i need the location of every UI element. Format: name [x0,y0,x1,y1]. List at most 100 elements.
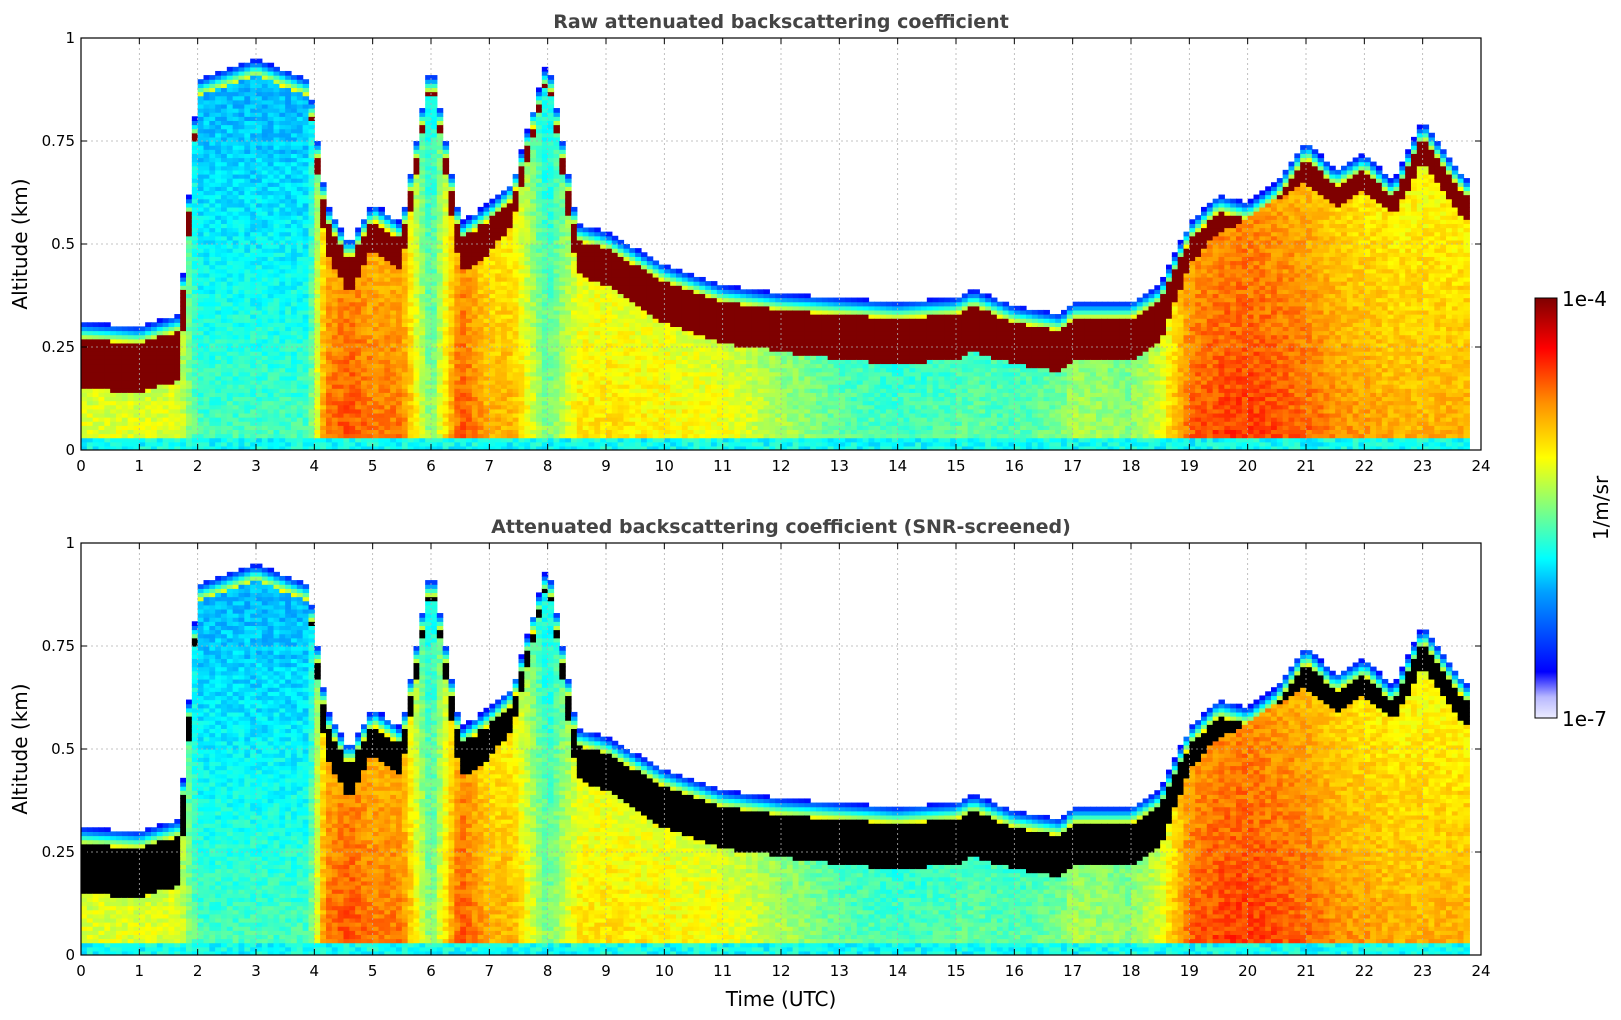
heatmap-cell [250,433,257,439]
heatmap-cell [203,437,210,443]
heatmap-cell [273,235,280,241]
heatmap-cell [442,157,450,163]
heatmap-cell [267,157,275,163]
heatmap-cell [431,322,438,327]
heatmap-cell [191,173,199,179]
heatmap-cell [524,330,531,336]
heatmap-cell [355,289,362,295]
heatmap-cell [186,441,193,447]
heatmap-cell [372,384,380,389]
heatmap-cell [442,326,450,332]
heatmap-cell [291,359,298,365]
heatmap-cell [250,190,257,196]
heatmap-cell [477,375,485,381]
heatmap-cell [512,384,520,389]
heatmap-cell [209,367,216,373]
heatmap-cell [256,445,263,450]
heatmap-area [81,58,1470,450]
heatmap-cell [355,281,362,286]
heatmap-cell [506,396,514,402]
heatmap-cell [121,421,129,426]
heatmap-cell [86,441,94,447]
heatmap-cell [524,445,531,450]
heatmap-cell [267,375,275,381]
heatmap-cell [425,289,432,295]
heatmap-cell [226,169,234,175]
heatmap-cell [483,244,490,249]
heatmap-cell [256,223,263,229]
heatmap-cell [191,223,199,229]
heatmap-cell [361,437,368,443]
heatmap-cell [384,252,391,257]
heatmap-cell [256,379,263,385]
heatmap-cell [518,260,525,266]
heatmap-cell [326,384,333,389]
heatmap-cell [378,223,385,229]
heatmap-cell [238,202,245,208]
heatmap-cell [226,239,234,245]
heatmap-cell [250,351,257,356]
heatmap-cell [343,375,350,381]
heatmap-cell [279,182,286,187]
heatmap-cell [197,297,205,303]
heatmap-cell [145,404,152,410]
heatmap-cell [326,412,333,418]
heatmap-cell [197,408,205,414]
heatmap-cell [361,314,368,319]
heatmap-cell [477,338,485,344]
heatmap-cell [466,417,473,422]
heatmap-cell [267,309,275,315]
heatmap-cell [483,248,490,253]
heatmap-cell [331,421,339,426]
heatmap-cell [384,239,391,245]
heatmap-cell [291,363,298,369]
heatmap-cell [501,297,508,303]
heatmap-cell [524,305,531,311]
heatmap-cell [232,421,240,426]
heatmap-cell [460,260,467,266]
heatmap-cell [285,412,292,418]
heatmap-cell [296,359,304,365]
heatmap-cell [495,441,502,447]
heatmap-cell [372,309,380,315]
heatmap-cell [337,256,345,262]
heatmap-cell [302,248,310,253]
heatmap-cell [174,417,181,422]
heatmap-cell [244,157,251,163]
heatmap-cell [180,392,187,398]
heatmap-cell [81,334,88,340]
heatmap-cell [244,149,251,154]
heatmap-cell [524,235,531,241]
heatmap-cell [349,276,356,282]
heatmap-cell [390,404,397,410]
heatmap-cell [413,256,420,262]
heatmap-cell [431,318,438,323]
heatmap-cell [221,285,228,290]
heatmap-cell [250,124,257,130]
heatmap-cell [489,211,496,216]
heatmap-cell [81,338,88,344]
heatmap-cell [261,239,269,245]
heatmap-cell [501,384,508,389]
heatmap-cell [442,165,450,171]
heatmap-cell [512,367,520,373]
heatmap-cell [302,367,310,373]
heatmap-cell [349,379,356,385]
heatmap-cell [442,392,450,398]
heatmap-cell [436,301,444,307]
heatmap-cell [273,239,280,245]
heatmap-cell [186,400,193,406]
heatmap-cell [407,211,415,216]
heatmap-cell [250,326,257,332]
heatmap-cell [273,297,280,303]
heatmap-cell [256,248,263,253]
heatmap-cell [378,297,385,303]
heatmap-cell [232,136,240,142]
heatmap-cell [512,359,520,365]
heatmap-cell [401,392,409,398]
heatmap-cell [384,318,391,323]
heatmap-cell [361,355,368,360]
heatmap-cell [279,326,286,332]
heatmap-cell [279,112,286,117]
heatmap-cell [296,289,304,295]
